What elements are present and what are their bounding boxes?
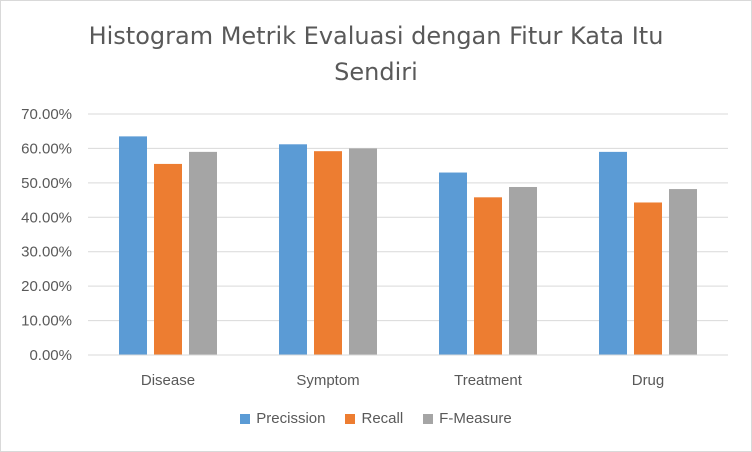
- x-category-label: Symptom: [296, 372, 359, 389]
- bar: [439, 172, 467, 355]
- chart-title-line-2: Sendiri: [334, 58, 418, 86]
- y-tick-label: 0.00%: [29, 347, 72, 364]
- bar: [599, 151, 627, 355]
- x-category-label: Disease: [141, 372, 195, 389]
- y-tick-label: 60.00%: [21, 140, 72, 157]
- x-category-label: Treatment: [454, 372, 523, 389]
- y-tick-label: 50.00%: [21, 175, 72, 192]
- bar: [314, 151, 342, 355]
- bar: [349, 148, 377, 355]
- chart-title-line-1: Histogram Metrik Evaluasi dengan Fitur K…: [88, 22, 664, 50]
- legend-label: Recall: [361, 410, 404, 427]
- legend-swatch: [345, 413, 356, 424]
- bar: [509, 186, 537, 355]
- bar: [279, 144, 307, 355]
- legend-swatch: [423, 413, 434, 424]
- chart-title: Histogram Metrik Evaluasi dengan Fitur K…: [60, 18, 692, 90]
- y-tick-label: 10.00%: [21, 313, 72, 330]
- bar: [669, 189, 697, 355]
- legend-label: F-Measure: [439, 410, 512, 427]
- legend-item: F-Measure: [423, 410, 512, 427]
- bar: [634, 202, 662, 355]
- legend-item: Precission: [240, 410, 325, 427]
- bar: [119, 136, 147, 355]
- legend-label: Precission: [256, 410, 326, 427]
- bar: [189, 151, 217, 355]
- bar: [474, 197, 502, 355]
- bar: [154, 163, 182, 355]
- legend: Precission Recall F-Measure: [0, 410, 752, 427]
- y-tick-label: 30.00%: [21, 244, 72, 261]
- y-tick-label: 20.00%: [21, 278, 72, 295]
- y-tick-label: 70.00%: [21, 106, 72, 123]
- legend-swatch: [240, 413, 251, 424]
- x-category-label: Drug: [632, 372, 665, 389]
- legend-item: Recall: [345, 410, 403, 427]
- y-tick-label: 40.00%: [21, 209, 72, 226]
